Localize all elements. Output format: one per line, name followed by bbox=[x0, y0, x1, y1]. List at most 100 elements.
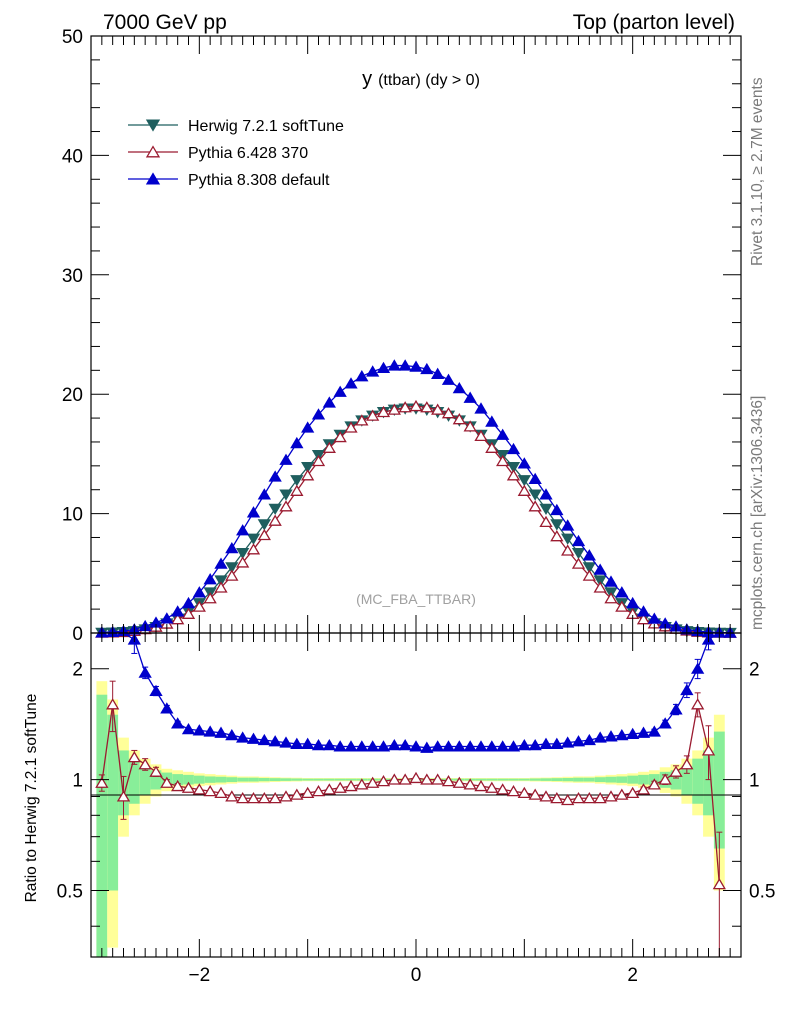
data-point bbox=[214, 575, 228, 587]
green-band-bin bbox=[150, 770, 162, 790]
data-point bbox=[431, 773, 445, 785]
main-series-group bbox=[95, 359, 737, 640]
data-point bbox=[528, 738, 542, 751]
data-point bbox=[582, 733, 596, 746]
data-point bbox=[268, 470, 282, 482]
data-point bbox=[160, 612, 174, 624]
green-band-bin bbox=[627, 775, 639, 784]
y-tick-label: 10 bbox=[62, 505, 83, 526]
ratio-y-tick-label: 0.5 bbox=[57, 882, 83, 903]
data-point bbox=[647, 612, 661, 624]
data-point bbox=[322, 738, 336, 751]
data-point bbox=[431, 403, 445, 415]
data-point bbox=[550, 503, 564, 516]
analysis-annotation: (MC_FBA_TTBAR) bbox=[356, 591, 476, 607]
data-point bbox=[236, 524, 250, 536]
green-band-bin bbox=[215, 776, 227, 783]
data-point bbox=[593, 575, 607, 587]
green-band-bin bbox=[551, 778, 563, 782]
data-point bbox=[712, 878, 726, 890]
y-tick-label: 30 bbox=[62, 266, 83, 287]
data-point bbox=[593, 731, 607, 743]
green-band-bin bbox=[583, 777, 595, 782]
data-point bbox=[301, 469, 315, 481]
data-point bbox=[279, 736, 293, 748]
data-point bbox=[582, 792, 596, 804]
data-point bbox=[225, 569, 239, 581]
data-point bbox=[691, 698, 705, 710]
data-point bbox=[582, 549, 596, 561]
data-point bbox=[636, 613, 651, 625]
data-point bbox=[387, 738, 401, 751]
green-band-bin bbox=[248, 777, 259, 782]
data-point bbox=[344, 377, 358, 389]
data-point bbox=[257, 733, 271, 746]
data-point bbox=[571, 792, 586, 804]
data-point bbox=[604, 790, 618, 802]
data-point bbox=[290, 436, 304, 449]
data-point bbox=[398, 773, 412, 785]
data-point bbox=[145, 172, 161, 185]
data-point bbox=[311, 454, 326, 467]
data-point bbox=[398, 738, 412, 751]
data-point bbox=[246, 506, 261, 518]
x-tick-label: 0 bbox=[411, 965, 422, 986]
data-point bbox=[246, 792, 261, 804]
data-point bbox=[420, 362, 434, 375]
data-point bbox=[246, 533, 261, 545]
y-tick-label: 40 bbox=[62, 146, 83, 167]
data-point bbox=[257, 488, 271, 500]
data-point bbox=[279, 790, 293, 802]
data-point bbox=[604, 730, 618, 742]
data-point bbox=[474, 779, 488, 792]
data-point bbox=[496, 783, 510, 795]
data-point bbox=[268, 792, 282, 804]
green-band-bin bbox=[508, 778, 519, 781]
data-point bbox=[181, 607, 196, 619]
data-point bbox=[145, 119, 161, 132]
data-point bbox=[680, 758, 694, 770]
data-point bbox=[528, 489, 542, 501]
data-point bbox=[571, 735, 586, 747]
data-point bbox=[246, 732, 261, 744]
green-band-bin bbox=[518, 778, 530, 781]
data-point bbox=[571, 547, 586, 560]
data-point bbox=[149, 765, 163, 777]
data-point bbox=[214, 557, 228, 569]
data-point bbox=[181, 781, 196, 793]
series-2 bbox=[95, 359, 737, 638]
data-point bbox=[701, 744, 716, 756]
data-point bbox=[181, 596, 196, 609]
data-point bbox=[257, 792, 271, 804]
data-point bbox=[626, 786, 640, 799]
data-point bbox=[257, 528, 271, 541]
data-point bbox=[441, 407, 456, 419]
data-point bbox=[647, 778, 661, 790]
green-band-bin bbox=[334, 778, 346, 781]
data-point bbox=[420, 401, 434, 413]
green-band-bin bbox=[562, 778, 574, 782]
main-y-axis: 0 10 20 30 40 50 bbox=[62, 27, 741, 645]
data-point bbox=[528, 472, 542, 485]
y-tick-label: 20 bbox=[62, 385, 83, 406]
data-point bbox=[236, 547, 250, 560]
data-point bbox=[355, 778, 369, 790]
green-band-bin bbox=[540, 778, 552, 781]
green-band-bin bbox=[594, 777, 606, 783]
data-point bbox=[257, 519, 271, 531]
green-band-bin bbox=[193, 775, 205, 784]
data-point bbox=[106, 698, 120, 710]
green-band-bin bbox=[345, 778, 357, 781]
data-point bbox=[290, 737, 304, 749]
green-band-bin bbox=[681, 765, 693, 795]
data-point bbox=[301, 786, 315, 799]
data-point bbox=[474, 740, 488, 752]
data-point bbox=[517, 484, 531, 496]
data-point bbox=[322, 396, 336, 408]
data-point bbox=[366, 409, 380, 421]
data-point bbox=[322, 783, 336, 795]
data-point bbox=[561, 736, 575, 748]
data-point bbox=[387, 359, 401, 371]
green-band-bin bbox=[605, 776, 617, 783]
data-point bbox=[517, 738, 531, 751]
